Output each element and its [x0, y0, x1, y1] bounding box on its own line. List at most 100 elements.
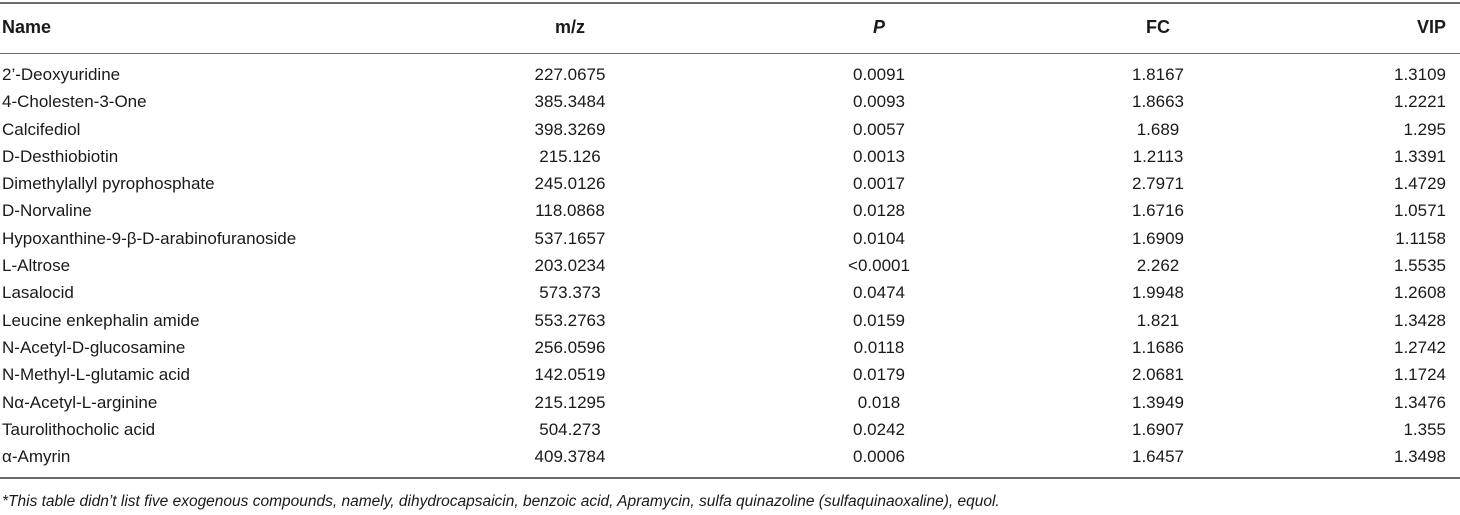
cell-p: 0.0017 — [853, 174, 905, 194]
cell-vip: 1.0571 — [1394, 201, 1446, 221]
header-vip: VIP — [1416, 17, 1446, 37]
table-bottom-rule — [0, 477, 1460, 479]
cell-p: 0.0104 — [853, 228, 905, 248]
table-row: Nα-Acetyl-L-arginine 215.1295 0.018 1.3949 1… — [0, 391, 1460, 418]
table-row: Taurolithocholic acid 504.273 0.0242 1.6907… — [0, 418, 1460, 445]
table-header-row: Name m/z P FC VIP — [0, 15, 1460, 41]
cell-name: Calcifediol — [2, 119, 81, 139]
header-p: P — [872, 17, 885, 37]
cell-fc: 1.6907 — [1132, 419, 1184, 439]
cell-fc: 1.689 — [1136, 119, 1180, 139]
cell-mz: 227.0675 — [534, 65, 606, 84]
cell-fc: 1.9948 — [1132, 283, 1184, 303]
cell-fc: 1.8167 — [1132, 65, 1184, 84]
cell-vip: 1.295 — [1403, 119, 1446, 139]
cell-name: Dimethylallyl pyrophosphate — [2, 174, 215, 194]
cell-mz: 398.3269 — [534, 119, 606, 139]
cell-vip: 1.1724 — [1394, 365, 1446, 385]
cell-vip: 1.1158 — [1395, 228, 1446, 248]
cell-p: 0.0474 — [853, 283, 905, 303]
cell-vip: 1.2608 — [1394, 283, 1446, 303]
cell-p: 0.0128 — [853, 201, 905, 221]
cell-fc: 2.0681 — [1132, 365, 1184, 385]
cell-name: Hypoxanthine-9-β-D-arabinofuranoside — [2, 228, 297, 248]
cell-name: N-Acetyl-D-glucosamine — [2, 337, 186, 357]
cell-name: L-Altrose — [2, 256, 71, 276]
cell-fc: 1.6716 — [1132, 201, 1184, 221]
cell-name: D-Norvaline — [2, 201, 92, 221]
cell-fc: 1.6457 — [1132, 447, 1184, 467]
cell-p: 0.018 — [857, 392, 901, 412]
cell-fc: 1.6909 — [1132, 228, 1184, 248]
cell-name: α-Amyrin — [2, 447, 71, 467]
table-row: D-Desthiobiotin 215.126 0.0013 1.2113 1.3391 — [0, 145, 1460, 172]
cell-vip: 1.3109 — [1394, 65, 1446, 84]
cell-p: 0.0093 — [853, 92, 905, 112]
cell-vip: 1.2221 — [1394, 92, 1446, 112]
cell-p: 0.0006 — [853, 447, 905, 467]
header-fc: FC — [1146, 17, 1170, 37]
table-row: Leucine enkephalin amide 553.2763 0.0159 1.… — [0, 309, 1460, 336]
cell-p: 0.0091 — [853, 65, 905, 84]
cell-vip: 1.2742 — [1394, 337, 1446, 357]
cell-p: <0.0001 — [848, 256, 910, 276]
cell-name: Taurolithocholic acid — [2, 419, 156, 439]
cell-mz: 573.373 — [539, 283, 601, 303]
cell-fc: 1.3949 — [1132, 392, 1184, 412]
cell-p: 0.0179 — [853, 365, 905, 385]
table-row: Dimethylallyl pyrophosphate 245.0126 0.001… — [0, 172, 1460, 199]
cell-name: D-Desthiobiotin — [2, 146, 119, 166]
cell-mz: 118.0868 — [535, 201, 605, 221]
table-row: D-Norvaline 118.0868 0.0128 1.6716 1.0571 — [0, 199, 1460, 226]
table-top-rule — [0, 2, 1460, 4]
cell-mz: 553.2763 — [534, 310, 606, 330]
cell-p: 0.0242 — [853, 419, 905, 439]
cell-p: 0.0013 — [853, 146, 905, 166]
cell-fc: 1.8663 — [1132, 92, 1184, 112]
table-row: Lasalocid 573.373 0.0474 1.9948 1.2608 — [0, 281, 1460, 308]
cell-mz: 203.0234 — [534, 256, 606, 276]
table-row: N-Methyl-L-glutamic acid 142.0519 0.0179 2.… — [0, 363, 1460, 390]
table-row: Hypoxanthine-9-β-D-arabinofuranoside 537.… — [0, 227, 1460, 254]
cell-vip: 1.3498 — [1394, 447, 1446, 467]
cell-fc: 1.821 — [1136, 310, 1180, 330]
cell-mz: 256.0596 — [534, 337, 606, 357]
cell-fc: 2.7971 — [1132, 174, 1184, 194]
cell-name: 4-Cholesten-3-One — [2, 92, 147, 112]
table-row: Calcifediol 398.3269 0.0057 1.689 1.295 — [0, 118, 1460, 145]
header-name: Name — [2, 17, 52, 37]
table-row: 2’-Deoxyuridine 227.0675 0.0091 1.8167 1.310… — [0, 63, 1460, 90]
cell-name: Lasalocid — [2, 283, 74, 303]
cell-vip: 1.5535 — [1394, 256, 1446, 276]
cell-fc: 2.262 — [1136, 256, 1180, 276]
cell-mz: 215.1295 — [534, 392, 606, 412]
cell-mz: 537.1657 — [534, 228, 606, 248]
cell-mz: 504.273 — [539, 419, 601, 439]
cell-name: N-Methyl-L-glutamic acid — [2, 365, 190, 385]
cell-mz: 385.3484 — [534, 92, 606, 112]
cell-mz: 409.3784 — [534, 447, 606, 467]
table-header-rule — [0, 53, 1460, 54]
cell-name: Leucine enkephalin amide — [2, 310, 200, 330]
cell-mz: 215.126 — [539, 146, 601, 166]
cell-vip: 1.3476 — [1394, 392, 1446, 412]
cell-p: 0.0118 — [853, 337, 905, 357]
cell-name: 2’-Deoxyuridine — [2, 65, 121, 84]
table-footnote: *This table didn’t list five exogenous c… — [2, 493, 1000, 510]
cell-vip: 1.3391 — [1394, 146, 1446, 166]
cell-name: Nα-Acetyl-L-arginine — [2, 392, 158, 412]
table-body: 2’-Deoxyuridine 227.0675 0.0091 1.8167 1.310… — [0, 63, 1460, 472]
cell-mz: 245.0126 — [534, 174, 606, 194]
cell-vip: 1.355 — [1403, 419, 1446, 439]
cell-vip: 1.3428 — [1394, 310, 1446, 330]
header-mz: m/z — [554, 17, 585, 37]
table-row: N-Acetyl-D-glucosamine 256.0596 0.0118 1.16… — [0, 336, 1460, 363]
table-row: L-Altrose 203.0234 <0.0001 2.262 1.5535 — [0, 254, 1460, 281]
cell-p: 0.0159 — [853, 310, 905, 330]
cell-mz: 142.0519 — [534, 365, 606, 385]
cell-p: 0.0057 — [853, 119, 905, 139]
cell-fc: 1.1686 — [1132, 337, 1184, 357]
cell-vip: 1.4729 — [1394, 174, 1446, 194]
cell-fc: 1.2113 — [1132, 146, 1184, 166]
table-row: α-Amyrin 409.3784 0.0006 1.6457 1.3498 — [0, 445, 1460, 472]
